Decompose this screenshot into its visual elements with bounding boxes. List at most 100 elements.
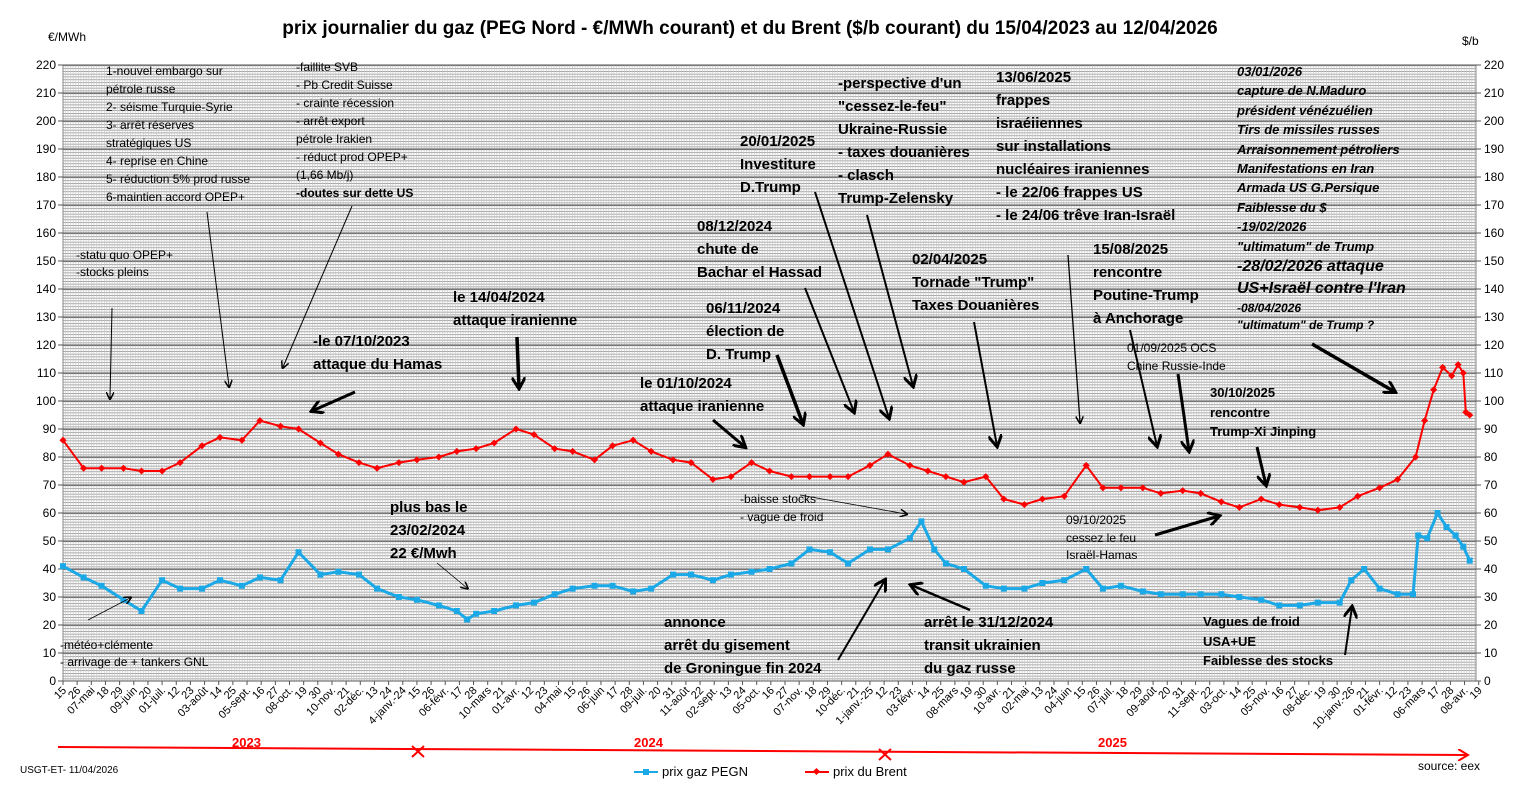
y-tick-label-right: 10 (1484, 646, 1498, 660)
arrow-tornade (973, 321, 997, 446)
gas-point (727, 571, 734, 578)
gas-point (1460, 543, 1467, 550)
gas-point (435, 602, 442, 609)
brent-point (844, 473, 852, 481)
gas-point (1039, 580, 1046, 586)
arrow-meteo (87, 598, 130, 621)
gas-point (513, 602, 520, 609)
annotation-groningue: annonce arrêt du gisement de Groningue fin… (664, 611, 822, 680)
annotation-line: de Groningue fin 2024 (664, 660, 822, 677)
gas-point (1466, 557, 1473, 564)
annotation-line: attaque iranienne (640, 398, 765, 415)
legend-gas-marker (643, 769, 649, 775)
y-tick-label-left: 160 (36, 226, 56, 240)
brent-point (982, 473, 990, 481)
gas-point (256, 574, 263, 581)
brent-point (294, 425, 303, 433)
gas-point (1139, 588, 1146, 595)
gas-point (1336, 599, 1343, 606)
gas-point (1424, 535, 1431, 542)
y-tick-label-right: 210 (1484, 86, 1504, 100)
gas-point (906, 535, 913, 542)
year-separator-2024 (411, 745, 425, 758)
gas-point (709, 577, 716, 584)
annotation-line: US+Israël contre l'Iran (1237, 280, 1406, 298)
annotation-line: "cessez-le-feu" (838, 98, 947, 115)
x-tick-label: 08-déc. (1280, 685, 1314, 719)
annotation-line: président vénézuélien (1237, 102, 1373, 118)
y-tick-label-left: 130 (36, 310, 56, 324)
annotation-line: élection de (706, 323, 785, 340)
gas-point (60, 563, 66, 570)
gas-point (884, 546, 891, 553)
legend-brent-marker (812, 767, 821, 776)
gas-point (159, 577, 166, 584)
annotation-line: Tornade "Trump" (912, 274, 1035, 291)
annotation-line: annonce (664, 614, 726, 631)
y-tick-label-left: 200 (36, 114, 56, 128)
annotation-line: 08/12/2024 (697, 218, 773, 235)
brent-point (748, 459, 756, 467)
arrow-baisse-stocks (799, 494, 906, 514)
y-tick-label-right: 160 (1484, 226, 1504, 240)
gas-point (648, 585, 655, 592)
brent-point (669, 456, 677, 464)
annotation-line: nucléaires iraniennes (996, 161, 1150, 178)
y-tick-label-left: 20 (43, 618, 57, 632)
brent-point (472, 445, 480, 453)
y-tick-label-left: 190 (36, 142, 56, 156)
gas-point (473, 610, 480, 617)
annotation-line: Vagues de froid (1203, 614, 1300, 629)
brent-point (316, 439, 324, 447)
annotation-line: arrêt le 31/12/2024 (924, 614, 1054, 631)
author-footer: USGT-ET- 11/04/2026 (20, 765, 119, 776)
gas-point (788, 560, 795, 567)
brent-point (490, 439, 498, 447)
gas-point (1443, 524, 1450, 530)
y-tick-label-right: 140 (1484, 282, 1504, 296)
annotation-line: -08/04/2026 (1237, 301, 1302, 316)
annotation-line: - arrivage de + tankers GNL (60, 655, 209, 669)
gas-point (670, 571, 677, 578)
annotation-line: 20/01/2025 (740, 133, 816, 150)
annotation-line: -19/02/2026 (1237, 219, 1307, 235)
annotation-vagues-froid: Vagues de froid USA+UE Faiblesse des stock… (1203, 612, 1333, 671)
brent-point (884, 450, 892, 458)
annotation-bachar: 08/12/2024 chute de Bachar el Hassad (697, 215, 822, 284)
annotation-line: Israël-Hamas (1066, 548, 1138, 562)
gas-point (1157, 591, 1164, 598)
annotation-line: - Pb Credit Suisse (296, 78, 393, 92)
y-tick-label-left: 220 (36, 58, 56, 72)
gas-point (453, 608, 460, 614)
brent-point (590, 456, 599, 464)
annotation-baisse-stocks: -baisse stocks - vague de froid (740, 490, 823, 526)
annotation-line: - réduct prod OPEP+ (296, 150, 408, 164)
y-tick-label-left: 50 (43, 534, 57, 548)
arrow-investiture (814, 191, 889, 418)
gas-point (1179, 591, 1186, 598)
gas-point (982, 582, 989, 589)
annotation-line: D. Trump (706, 346, 772, 363)
annotation-line: à Anchorage (1093, 310, 1184, 327)
annotation-line: 15/08/2025 (1093, 241, 1169, 258)
gas-point (960, 566, 967, 572)
y-tick-label-left: 110 (37, 366, 56, 380)
annotation-line: plus bas le (390, 499, 468, 516)
brent-point (1020, 501, 1028, 509)
gas-point (1434, 510, 1441, 516)
annotation-line: Armada US G.Persique (1237, 180, 1380, 196)
y-tick-label-left: 80 (43, 450, 57, 464)
y-tick-label-right: 130 (1484, 310, 1504, 324)
annotation-line: Trump-Xi Jinping (1210, 424, 1317, 439)
brent-point (551, 445, 559, 453)
annotation-line: -statu quo OPEP+ (76, 248, 174, 262)
y-tick-label-right: 220 (1484, 58, 1504, 72)
gas-point (1083, 566, 1090, 572)
arrow-svb (283, 205, 353, 367)
gas-point (1218, 591, 1225, 598)
annotation-line: 09/10/2025 (1066, 513, 1127, 527)
arrow-anchorage (1129, 329, 1157, 446)
annotation-line: 23/02/2024 (390, 522, 466, 539)
brent-point (453, 447, 461, 455)
